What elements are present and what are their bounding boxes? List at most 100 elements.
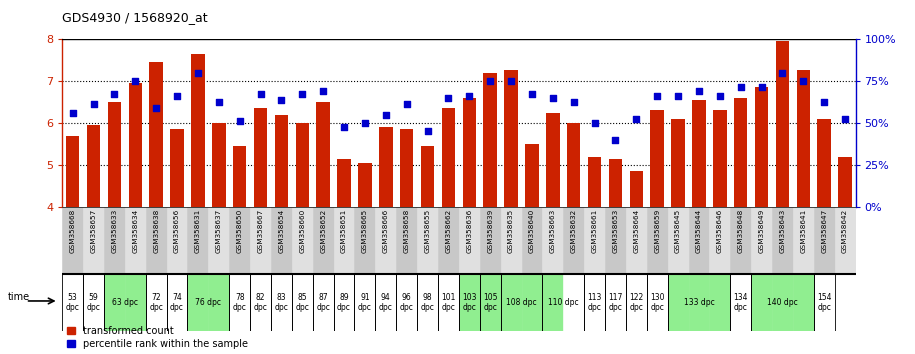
Bar [797, 70, 810, 207]
Point [838, 116, 853, 122]
Point [775, 70, 790, 75]
Text: GSM358659: GSM358659 [654, 209, 661, 253]
Bar [396, 274, 417, 331]
Bar [626, 207, 647, 274]
Text: GSM358635: GSM358635 [508, 209, 514, 253]
Bar [772, 207, 793, 274]
Bar [751, 207, 772, 274]
Bar [188, 207, 209, 274]
Point [524, 91, 539, 96]
Text: 76 dpc: 76 dpc [196, 298, 221, 307]
Bar [608, 159, 622, 207]
Text: GSM358666: GSM358666 [382, 209, 389, 253]
Bar [688, 207, 709, 274]
Text: GSM358637: GSM358637 [216, 209, 221, 253]
Bar [292, 207, 313, 274]
Text: GSM358665: GSM358665 [362, 209, 368, 253]
Text: GSM358657: GSM358657 [91, 209, 97, 253]
Text: GSM358632: GSM358632 [571, 209, 576, 253]
Text: GSM358654: GSM358654 [278, 209, 285, 253]
Text: GSM358652: GSM358652 [320, 209, 326, 253]
Bar [522, 274, 543, 331]
Point [650, 93, 664, 98]
Bar [462, 98, 476, 207]
Text: 110 dpc: 110 dpc [548, 298, 578, 307]
Text: GSM358633: GSM358633 [112, 209, 117, 253]
Bar [167, 207, 188, 274]
Text: GSM358667: GSM358667 [257, 209, 264, 253]
Bar [400, 129, 414, 207]
Bar [124, 274, 145, 331]
Text: GSM358655: GSM358655 [425, 209, 431, 253]
Text: 122
dpc: 122 dpc [630, 293, 643, 312]
Point [379, 112, 393, 118]
Bar [605, 207, 626, 274]
Bar [209, 274, 230, 331]
Bar [483, 73, 497, 207]
Bar [668, 207, 688, 274]
Bar [108, 102, 121, 207]
Text: 96
dpc: 96 dpc [400, 293, 414, 312]
Point [232, 118, 247, 124]
Text: 105
dpc: 105 dpc [483, 293, 498, 312]
Text: 91
dpc: 91 dpc [358, 293, 371, 312]
Text: 72
dpc: 72 dpc [149, 293, 163, 312]
Point [545, 95, 560, 101]
Point [483, 78, 498, 84]
Bar [709, 207, 730, 274]
Bar [104, 274, 124, 331]
Text: 74
dpc: 74 dpc [170, 293, 184, 312]
Text: 53
dpc: 53 dpc [66, 293, 80, 312]
Text: GSM358650: GSM358650 [237, 209, 242, 253]
Text: GSM358648: GSM358648 [737, 209, 744, 253]
Bar [250, 207, 271, 274]
Bar [479, 274, 501, 331]
Bar [296, 123, 309, 207]
Bar [170, 129, 184, 207]
Bar [668, 274, 688, 331]
Bar [396, 207, 417, 274]
Bar [834, 207, 856, 274]
Point [671, 93, 685, 98]
Point [107, 91, 122, 96]
Bar [375, 274, 396, 331]
Bar [713, 110, 727, 207]
Bar [128, 83, 142, 207]
Bar [417, 207, 438, 274]
Bar [688, 274, 709, 331]
Point [462, 93, 477, 98]
Text: GSM358646: GSM358646 [716, 209, 723, 253]
Bar [230, 274, 250, 331]
Bar [730, 207, 751, 274]
Bar [459, 207, 479, 274]
Text: GSM358649: GSM358649 [759, 209, 765, 253]
Bar [292, 274, 313, 331]
Legend: transformed count, percentile rank within the sample: transformed count, percentile rank withi… [67, 326, 248, 349]
Bar [66, 136, 80, 207]
Bar [734, 98, 748, 207]
Text: GSM358663: GSM358663 [550, 209, 555, 253]
Bar [479, 207, 501, 274]
Text: GSM358639: GSM358639 [487, 209, 493, 253]
Point [274, 97, 289, 103]
Bar [149, 62, 163, 207]
Bar [504, 70, 518, 207]
Text: GDS4930 / 1568920_at: GDS4930 / 1568920_at [62, 11, 208, 24]
Text: 82
dpc: 82 dpc [253, 293, 267, 312]
Bar [62, 274, 83, 331]
Text: 94
dpc: 94 dpc [379, 293, 393, 312]
Bar [271, 207, 292, 274]
Bar [250, 274, 271, 331]
Bar [354, 207, 375, 274]
Bar [145, 274, 167, 331]
Bar [317, 102, 330, 207]
Text: 63 dpc: 63 dpc [112, 298, 138, 307]
Text: GSM358651: GSM358651 [341, 209, 347, 253]
Bar [651, 110, 664, 207]
Point [504, 78, 519, 84]
Bar [253, 108, 267, 207]
Bar [813, 207, 834, 274]
Bar [647, 274, 668, 331]
Point [566, 99, 581, 105]
Bar [630, 171, 643, 207]
